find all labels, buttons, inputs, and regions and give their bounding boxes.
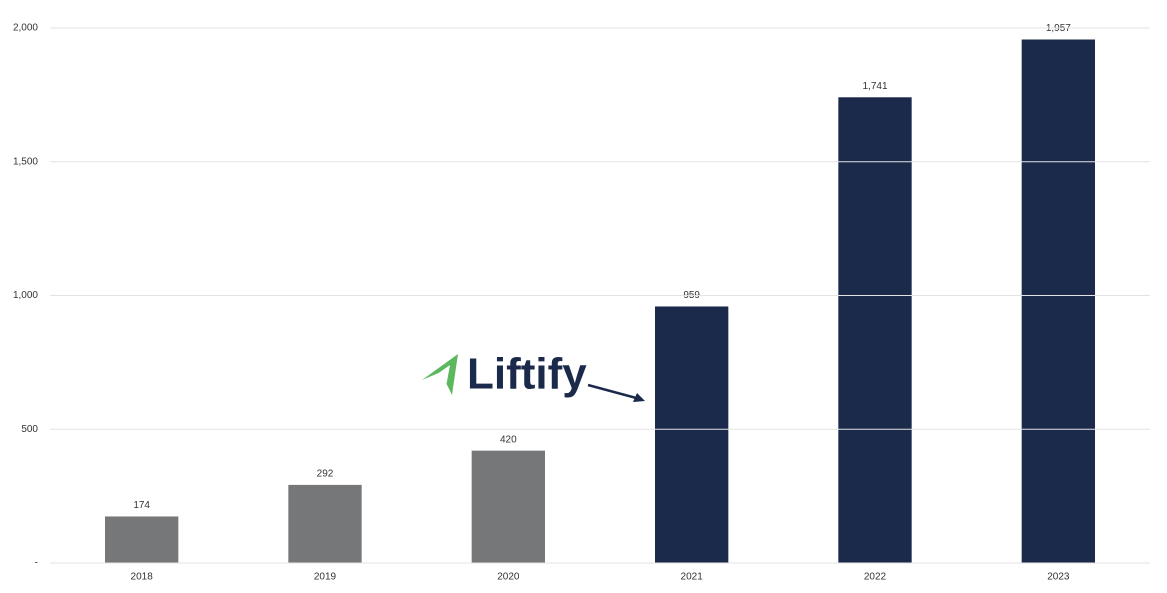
bar	[288, 484, 362, 563]
y-tick-label: 500	[21, 424, 38, 435]
value-label: 292	[317, 469, 334, 480]
x-tick-label: 2023	[1047, 572, 1070, 583]
value-label: 1,741	[862, 81, 887, 92]
y-tick-label: 1,000	[13, 290, 38, 301]
bar	[471, 450, 545, 563]
x-tick-label: 2022	[864, 572, 887, 583]
x-tick-label: 2020	[497, 572, 520, 583]
x-tick-label: 2021	[681, 572, 704, 583]
annotation-arrowhead	[633, 393, 645, 402]
logo-icon	[422, 354, 458, 395]
y-tick-label: 2,000	[13, 23, 38, 34]
value-label: 174	[133, 500, 150, 511]
logo-icon-inner	[430, 365, 450, 387]
bar	[105, 516, 179, 563]
y-tick-label: -	[35, 558, 38, 569]
annotation: Liftify	[467, 350, 587, 399]
logo	[422, 354, 458, 395]
value-label: 420	[500, 434, 517, 445]
x-tick-label: 2018	[131, 572, 154, 583]
bar	[838, 97, 912, 563]
bar	[655, 306, 729, 563]
value-label: 1,957	[1046, 23, 1071, 34]
x-tick-label: 2019	[314, 572, 337, 583]
annotation-arrow	[587, 383, 641, 401]
bar	[1021, 39, 1095, 563]
y-tick-label: 1,500	[13, 156, 38, 167]
